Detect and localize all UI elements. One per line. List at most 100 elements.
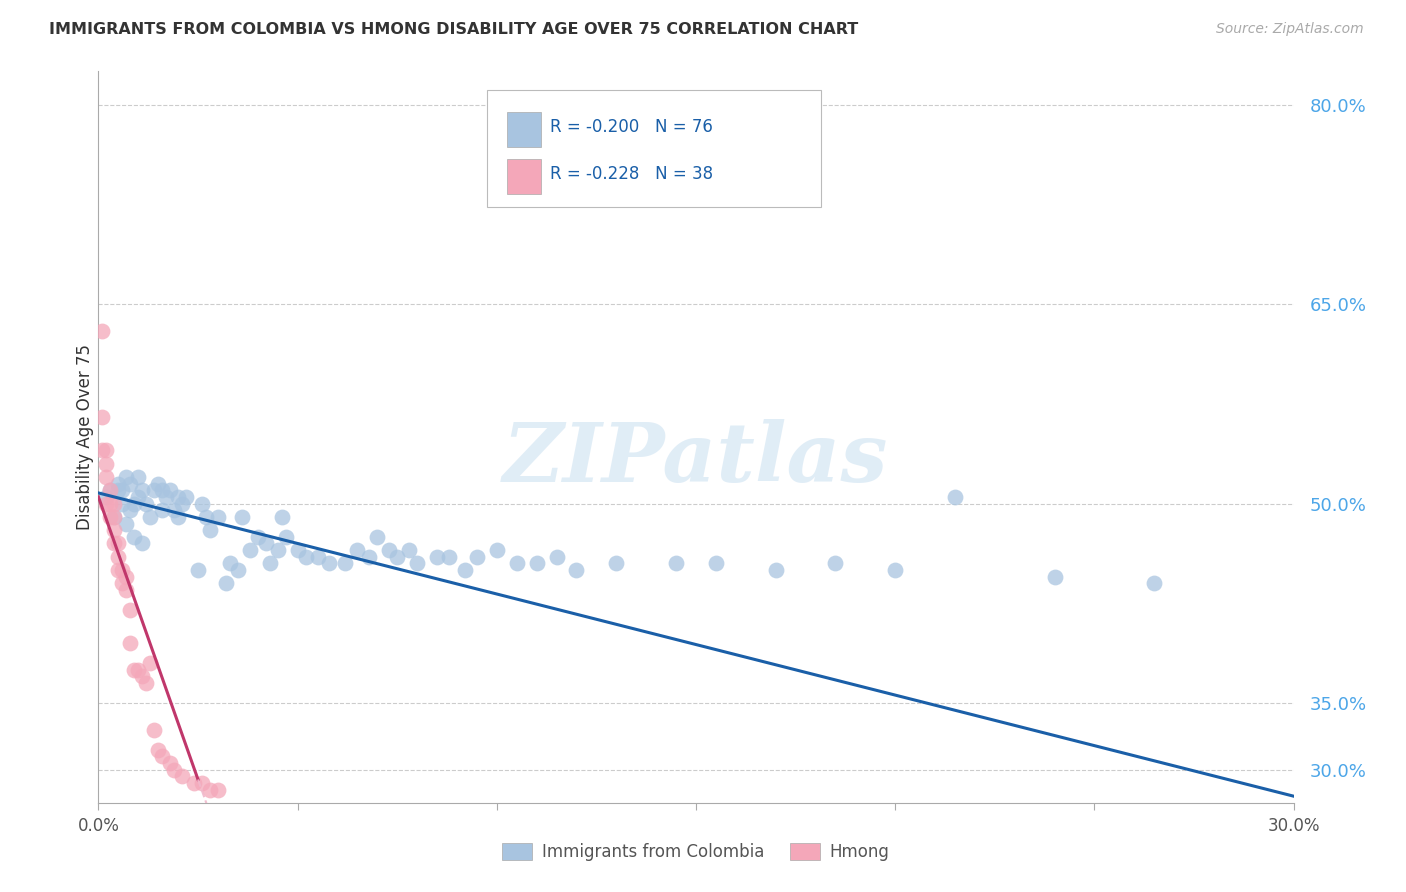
Point [307,549,329,564]
Point [131,536,153,550]
Point [127,470,149,484]
Point [335,557,357,571]
Point [139,509,162,524]
Point [346,543,368,558]
Point [187,563,209,577]
Point [139,656,162,670]
Point [287,543,309,558]
Point [150,503,173,517]
Point [378,543,401,558]
Point [239,543,262,558]
Point [115,582,138,597]
Point [191,497,214,511]
Point [824,557,846,571]
Point [159,483,181,498]
Point [111,483,134,498]
Point [131,669,153,683]
FancyBboxPatch shape [508,159,541,194]
Legend: Immigrants from Colombia, Hmong: Immigrants from Colombia, Hmong [496,836,896,868]
Point [172,497,194,511]
Point [115,516,138,531]
Point [506,557,529,571]
Point [454,563,477,577]
Point [96,457,118,471]
Point [127,663,149,677]
Point [98,483,122,498]
Point [207,509,229,524]
Point [465,549,488,564]
Point [107,549,129,564]
Point [96,443,118,458]
Point [124,497,146,511]
Point [765,563,787,577]
Point [665,557,688,571]
Point [111,497,134,511]
Point [1143,576,1166,591]
Point [155,490,177,504]
Point [120,603,142,617]
Text: ZIPatlas: ZIPatlas [503,419,889,499]
Point [163,503,186,517]
Point [246,530,269,544]
Point [198,523,221,537]
FancyBboxPatch shape [486,90,821,207]
Point [426,549,449,564]
Point [231,509,253,524]
Point [98,509,122,524]
Point [107,536,129,550]
Point [437,549,460,564]
Point [259,557,281,571]
Point [215,576,238,591]
Point [943,490,966,504]
Point [98,497,122,511]
Point [226,563,249,577]
Point [565,563,588,577]
Y-axis label: Disability Age Over 75: Disability Age Over 75 [76,344,94,530]
Point [103,523,125,537]
Point [143,723,166,737]
Point [150,483,173,498]
Point [526,557,548,571]
Text: IMMIGRANTS FROM COLOMBIA VS HMONG DISABILITY AGE OVER 75 CORRELATION CHART: IMMIGRANTS FROM COLOMBIA VS HMONG DISABI… [49,22,859,37]
Point [150,749,173,764]
Point [254,536,277,550]
Point [406,557,429,571]
Point [1043,570,1066,584]
Point [107,476,129,491]
Point [294,549,316,564]
Point [107,563,129,577]
Point [267,543,290,558]
Point [96,470,118,484]
Point [191,776,214,790]
Point [91,410,114,425]
Point [195,509,218,524]
Point [124,663,146,677]
Point [270,509,292,524]
Point [96,497,118,511]
Point [103,497,125,511]
Point [174,490,197,504]
Point [91,324,114,338]
Point [107,483,129,498]
Point [124,530,146,544]
Point [135,676,157,690]
Point [103,509,125,524]
Point [131,483,153,498]
Point [546,549,568,564]
Point [91,443,114,458]
Point [198,782,221,797]
Point [111,563,134,577]
Text: Source: ZipAtlas.com: Source: ZipAtlas.com [1216,22,1364,37]
Point [183,776,205,790]
Point [111,576,134,591]
Text: R = -0.200   N = 76: R = -0.200 N = 76 [550,118,713,136]
Point [148,476,170,491]
FancyBboxPatch shape [508,112,541,146]
Point [366,530,388,544]
Point [398,543,420,558]
Point [143,483,166,498]
Point [385,549,409,564]
Point [115,470,138,484]
Point [120,636,142,650]
Point [103,509,125,524]
